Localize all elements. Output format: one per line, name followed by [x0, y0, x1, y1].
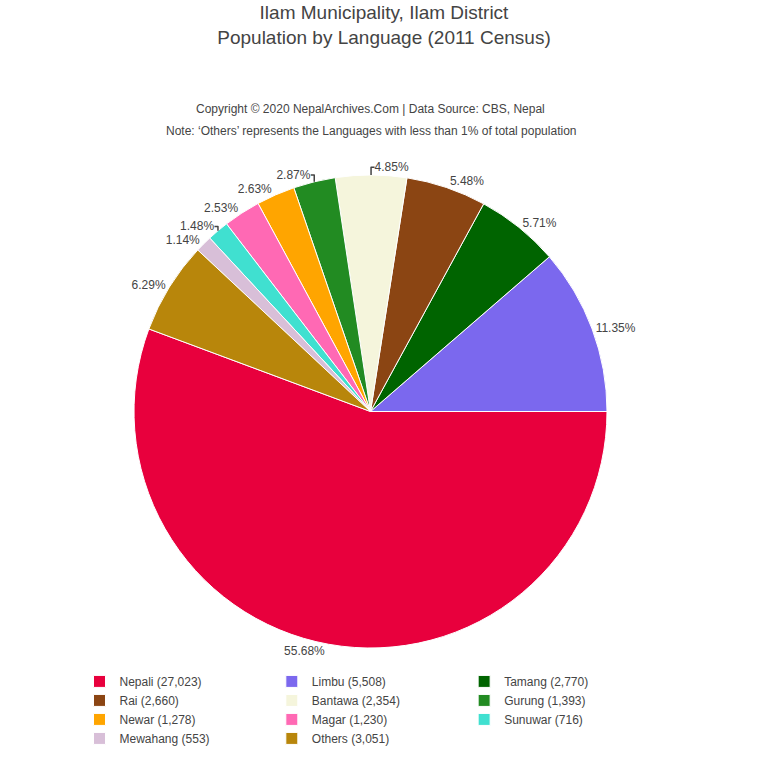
svg-text:Note: ‘Others’ represents the: Note: ‘Others’ represents the Languages … [166, 124, 576, 138]
svg-text:Nepali (27,023): Nepali (27,023) [120, 675, 202, 689]
svg-text:5.71%: 5.71% [522, 216, 556, 230]
svg-text:55.68%: 55.68% [284, 644, 325, 658]
svg-text:Sunuwar (716): Sunuwar (716) [504, 713, 583, 727]
svg-text:Tamang (2,770): Tamang (2,770) [504, 675, 588, 689]
svg-text:2.87%: 2.87% [276, 168, 310, 182]
svg-text:Ilam Municipality, Ilam Distri: Ilam Municipality, Ilam DistrictPopulati… [217, 2, 550, 48]
svg-text:Mewahang (553): Mewahang (553) [120, 732, 210, 746]
svg-text:2.63%: 2.63% [238, 182, 272, 196]
svg-text:6.29%: 6.29% [132, 278, 166, 292]
svg-text:Bantawa (2,354): Bantawa (2,354) [312, 694, 400, 708]
svg-text:Rai (2,660): Rai (2,660) [120, 694, 179, 708]
svg-text:11.35%: 11.35% [596, 321, 636, 335]
svg-text:Copyright © 2020 NepalArchives: Copyright © 2020 NepalArchives.Com | Dat… [196, 102, 545, 116]
svg-text:Newar (1,278): Newar (1,278) [120, 713, 196, 727]
svg-text:1.48%: 1.48% [180, 219, 214, 233]
svg-text:Limbu (5,508): Limbu (5,508) [312, 675, 386, 689]
svg-text:Magar (1,230): Magar (1,230) [312, 713, 387, 727]
svg-text:Others (3,051): Others (3,051) [312, 732, 389, 746]
svg-text:2.53%: 2.53% [204, 201, 238, 215]
svg-text:4.85%: 4.85% [375, 160, 409, 174]
svg-text:1.14%: 1.14% [166, 233, 200, 247]
svg-text:5.48%: 5.48% [450, 174, 484, 188]
svg-text:Gurung (1,393): Gurung (1,393) [504, 694, 585, 708]
